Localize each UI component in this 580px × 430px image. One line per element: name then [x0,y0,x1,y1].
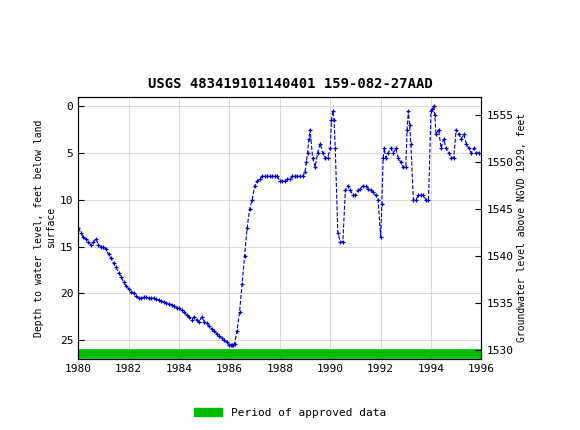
Bar [6,6,41,43]
Text: █▒: █▒ [3,14,24,36]
Y-axis label: Groundwater level above NGVD 1929, feet: Groundwater level above NGVD 1929, feet [517,114,527,342]
Text: USGS: USGS [38,15,97,34]
Text: USGS 483419101140401 159-082-27AAD: USGS 483419101140401 159-082-27AAD [148,77,432,92]
Legend: Period of approved data: Period of approved data [190,403,390,422]
Y-axis label: Depth to water level, feet below land
surface: Depth to water level, feet below land su… [34,119,56,337]
